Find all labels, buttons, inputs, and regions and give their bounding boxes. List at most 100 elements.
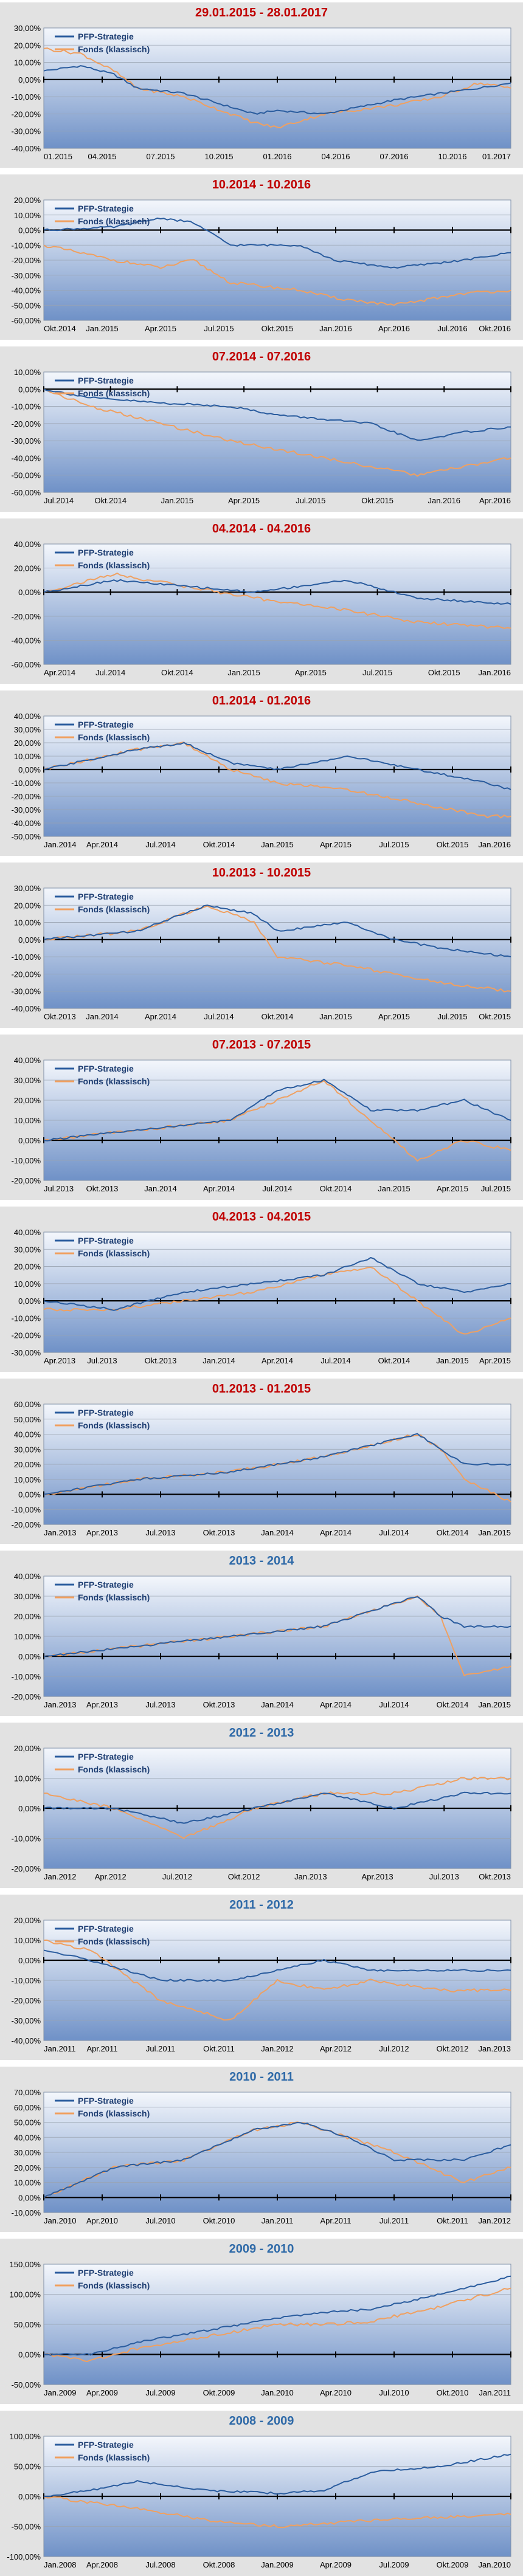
chart-panel: 07.2013 - 07.2015 40,00% 30,00% 20,00% 10,00…: [0, 1035, 523, 1200]
chart-title: 29.01.2015 - 28.01.2017: [195, 6, 328, 19]
legend-label: PFP-Strategie: [78, 2268, 134, 2278]
legend-label: Fonds (klassisch): [78, 732, 150, 742]
series-line-fonds-klassisch: [43, 573, 511, 629]
y-tick-label: -60,00%: [12, 488, 41, 497]
x-tick-label: Jul.2014: [320, 1356, 350, 1365]
y-tick-label: 50,00%: [14, 2462, 41, 2471]
series-line-fonds-klassisch: [43, 47, 511, 129]
y-tick-label: 30,00%: [14, 1445, 41, 1454]
y-tick-label: 40,00%: [14, 712, 41, 721]
y-tick-label: -10,00%: [12, 1505, 41, 1514]
x-tick-label: Okt.2011: [437, 2216, 468, 2225]
legend-label: PFP-Strategie: [78, 1408, 134, 1417]
x-tick-label: Apr.2015: [437, 1184, 468, 1193]
x-tick-label: Apr.2011: [320, 2216, 351, 2225]
y-tick-label: 50,00%: [14, 2320, 41, 2329]
x-tick-label: Jul.2011: [146, 2044, 175, 2053]
series-line-pfp-strategie: [43, 2275, 511, 2356]
legend-label: PFP-Strategie: [78, 1236, 134, 1245]
x-tick-label: Apr.2014: [145, 1012, 176, 1021]
chart-title: 04.2014 - 04.2016: [212, 522, 311, 536]
y-tick-label: 10,00%: [14, 211, 41, 220]
x-tick-label: 04.2015: [88, 152, 117, 161]
y-tick-label: -20,00%: [12, 792, 41, 801]
y-tick-label: 10,00%: [14, 1774, 41, 1783]
plot-area: [43, 1231, 511, 1353]
x-tick-label: Jul.2014: [262, 1184, 292, 1193]
x-tick-label: Jan.2010: [44, 2216, 77, 2225]
x-tick-label: Jan.2012: [479, 2216, 511, 2225]
series-line-pfp-strategie: [43, 1949, 511, 1982]
chart-panel: 07.2014 - 07.2016 10,00% 0,00% -10,00% -20,0…: [0, 346, 523, 512]
y-tick-label: 60,00%: [14, 1400, 41, 1409]
y-tick-label: 40,00%: [14, 1430, 41, 1439]
chart-panel: 10.2014 - 10.2016 20,00% 10,00% 0,00% -10,00…: [0, 174, 523, 340]
y-tick-label: -20,00%: [12, 969, 41, 979]
y-tick-label: 20,00%: [14, 1744, 41, 1753]
y-tick-label: -10,00%: [12, 1314, 41, 1323]
x-tick-label: 10.2016: [438, 152, 467, 161]
y-tick-label: -10,00%: [12, 402, 41, 412]
chart-title: 10.2014 - 10.2016: [212, 178, 311, 191]
x-tick-label: Apr.2009: [86, 2388, 118, 2397]
y-tick-label: -30,00%: [12, 436, 41, 446]
y-tick-label: 0,00%: [18, 2350, 41, 2360]
x-tick-label: Okt.2009: [203, 2388, 235, 2397]
y-tick-label: 0,00%: [18, 1136, 41, 1145]
y-tick-label: 100,00%: [10, 2290, 41, 2299]
x-tick-label: Apr.2013: [44, 1356, 75, 1365]
plot-area: [43, 543, 511, 665]
x-tick-label: Apr.2013: [86, 1528, 118, 1537]
legend-label: PFP-Strategie: [78, 32, 134, 41]
chart-title: 01.2014 - 01.2016: [212, 694, 311, 708]
legend-label: PFP-Strategie: [78, 2096, 134, 2106]
y-tick-label: -10,00%: [12, 952, 41, 962]
x-tick-label: Jan.2012: [44, 1872, 77, 1881]
x-tick-label: Jan.2015: [378, 1184, 410, 1193]
y-tick-label: 100,00%: [10, 2432, 41, 2441]
y-tick-label: 0,00%: [18, 1804, 41, 1813]
line-chart: 40,00% 30,00% 20,00% 10,00% 0,00% -10,00% -20,…: [12, 1572, 511, 1709]
y-tick-label: 0,00%: [18, 1297, 41, 1306]
x-tick-label: Jan.2009: [44, 2388, 77, 2397]
x-tick-label: Jul.2015: [437, 1012, 467, 1021]
x-tick-label: Okt.2012: [437, 2044, 469, 2053]
chart-panel: 04.2013 - 04.2015 40,00% 30,00% 20,00% 10,00…: [0, 1207, 523, 1372]
line-chart: 40,00% 30,00% 20,00% 10,00% 0,00% -10,00% -20,…: [12, 1056, 511, 1193]
y-tick-label: -30,00%: [12, 1348, 41, 1357]
legend-label: PFP-Strategie: [78, 204, 134, 213]
y-tick-label: 70,00%: [14, 2088, 41, 2097]
legend-label: Fonds (klassisch): [78, 1076, 150, 1086]
y-tick-label: 60,00%: [14, 2103, 41, 2112]
x-tick-label: Jan.2015: [479, 1528, 511, 1537]
x-tick-label: Jul.2012: [379, 2044, 409, 2053]
x-tick-label: Jan.2014: [86, 1012, 119, 1021]
x-tick-label: Jan.2015: [479, 1700, 511, 1709]
x-tick-label: Jan.2015: [86, 324, 119, 333]
y-tick-label: 0,00%: [18, 385, 41, 394]
series-line-pfp-strategie: [43, 1257, 511, 1311]
y-tick-label: 0,00%: [18, 1956, 41, 1965]
y-tick-label: 10,00%: [14, 1279, 41, 1289]
y-tick-label: -10,00%: [12, 1672, 41, 1681]
y-tick-label: -40,00%: [12, 286, 41, 295]
x-tick-label: Apr.2014: [44, 668, 75, 677]
y-tick-label: -30,00%: [12, 2016, 41, 2025]
legend-label: PFP-Strategie: [78, 1064, 134, 1073]
y-tick-label: -100,00%: [7, 2552, 41, 2561]
legend-label: Fonds (klassisch): [78, 1593, 150, 1602]
x-tick-label: Apr.2013: [86, 1700, 118, 1709]
y-tick-label: -20,00%: [12, 419, 41, 429]
x-tick-label: Okt.2010: [437, 2388, 469, 2397]
y-tick-label: 10,00%: [14, 1936, 41, 1945]
x-tick-label: Jan.2010: [261, 2388, 294, 2397]
chart-panel: 2012 - 2013 20,00% 10,00% 0,00% -10,00% -20,0…: [0, 1723, 523, 1888]
x-tick-label: Jan.2013: [44, 1700, 77, 1709]
y-tick-label: 10,00%: [14, 58, 41, 67]
x-tick-label: Okt.2013: [479, 1872, 511, 1881]
x-tick-label: Apr.2015: [320, 840, 352, 849]
series-line-pfp-strategie: [43, 1596, 511, 1657]
x-tick-label: Apr.2014: [320, 1528, 352, 1537]
x-tick-label: Jan.2010: [479, 2560, 511, 2569]
x-tick-label: Okt.2014: [378, 1356, 410, 1365]
